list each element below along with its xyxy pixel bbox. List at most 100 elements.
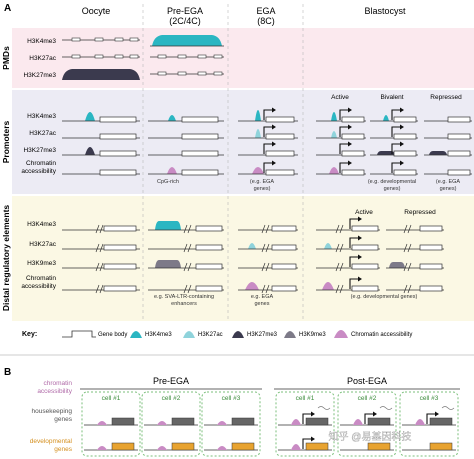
break-mark [335,262,344,272]
pmd-label-h3k27me3: H3K27me3 [23,72,56,79]
tss-arrow [263,162,272,173]
blasto-prom-repressed: Repressed [430,94,462,101]
cell-label: cell #1 [296,395,315,402]
stage-ega: EGA [256,6,275,16]
tss-arrow-head [435,411,439,417]
accessibility-peak [415,419,425,425]
tss-arrow [263,143,272,154]
tss-arrow [339,162,348,173]
gene-body [447,169,471,176]
break-mark [261,243,270,253]
tss-arrow-head [272,107,276,113]
chromatin-peak [167,167,177,174]
stage-ega-sub: (8C) [257,16,275,26]
tss-arrow [349,218,358,229]
row-label-housekeeping: housekeeping [32,408,73,415]
blasto-prom-bivalent: Bivalent [380,94,403,101]
blasto-prom-active: Active [331,94,349,101]
break-mark [403,262,412,272]
row-label-developmental-genes: genes [54,446,72,453]
h3k27me3-domain [429,151,447,155]
gene-body [341,116,365,123]
key: Key: Gene body H3K4me3 H3K27ac H3K27me3 … [22,330,412,338]
gene-body [351,225,379,232]
tss-arrow [339,126,348,137]
group-post-ega: Post-EGA [347,376,387,386]
accessibility-peak [157,446,167,450]
row-label-accessibility: accessibility [37,388,72,395]
prom-label-chromatin: Chromatin [26,160,56,167]
tss-arrow [391,162,400,173]
tss-arrow [302,413,311,424]
section-label-distal: Distal regulatory elements [1,205,11,312]
note-dev-prom-1: (e.g. developmental [368,179,416,185]
note-dev-distal: (e.g. developmental genes) [351,294,418,300]
key-gene-body-icon [62,330,96,338]
h3k27ac-peak [248,243,256,249]
section-label-promoters: Promoters [1,120,11,163]
cell-outline [201,391,261,457]
transcript-wave [379,406,393,410]
tss-arrow-head [272,124,276,130]
column-separators [142,4,304,320]
break-mark [183,262,192,272]
h3k9me3-domain [155,260,181,268]
cell-outline [81,391,141,457]
key-h3k27ac: H3K27ac [198,332,223,338]
accessibility-peak [291,419,301,425]
prom-label-accessibility: accessibility [21,168,56,175]
gene-body [419,244,443,251]
stage-oocyte: Oocyte [82,6,111,16]
tss-arrow-head [358,216,362,222]
tss-arrow-head [400,160,404,166]
key-h3k4me3: H3K4me3 [145,332,172,338]
tss-arrow-head [400,107,404,113]
h3k27me3-domain [377,151,395,155]
chromatin-peak [245,282,259,290]
tss-arrow [263,126,272,137]
gene-body [447,133,471,140]
gene-body [181,169,219,176]
gene-box [111,417,135,426]
cell-label: cell #3 [222,395,241,402]
cell-label: cell #3 [420,395,439,402]
tss-arrow-head [311,411,315,417]
tss-arrow [339,109,348,120]
break-mark [261,284,270,294]
pmd-pre-ega-h3k4me3-domain [152,35,222,46]
tss-arrow [349,256,358,267]
accessibility-peak [97,446,107,450]
pmd-label-h3k4me3: H3K4me3 [27,38,56,45]
accessibility-peak [97,421,107,425]
transcript-wave [441,406,455,410]
tss-arrow-head [311,436,315,442]
tss-arrow-head [358,276,362,282]
break-mark [261,224,270,234]
note-ega-prom-2: genes) [254,186,271,192]
break-mark [261,262,270,272]
break-mark [95,224,104,234]
promoter-section-bg [12,90,474,194]
distal-label-h3k27ac: H3K27ac [29,241,56,248]
accessibility-peak [353,419,363,425]
distal-section-bg [12,196,474,321]
distal-label-h3k4me3: H3K4me3 [27,221,56,228]
row-label-chromatin: chromatin [43,380,72,387]
break-mark [95,284,104,294]
cell-label: cell #2 [162,395,181,402]
prom-label-h3k27ac: H3K27ac [29,130,56,137]
key-h3k9me3: H3K9me3 [299,332,326,338]
key-h3k4me3-icon [130,331,142,338]
gene-body [393,169,417,176]
gene-box [367,442,391,451]
break-mark [183,284,192,294]
h3k27ac-peak [324,243,332,249]
gene-body [393,116,417,123]
gene-body [99,116,137,123]
h3k27me3-peak [85,147,95,155]
tss-arrow [263,109,272,120]
tss-arrow-head [373,411,377,417]
cell-label: cell #1 [102,395,121,402]
gene-body [103,225,137,232]
